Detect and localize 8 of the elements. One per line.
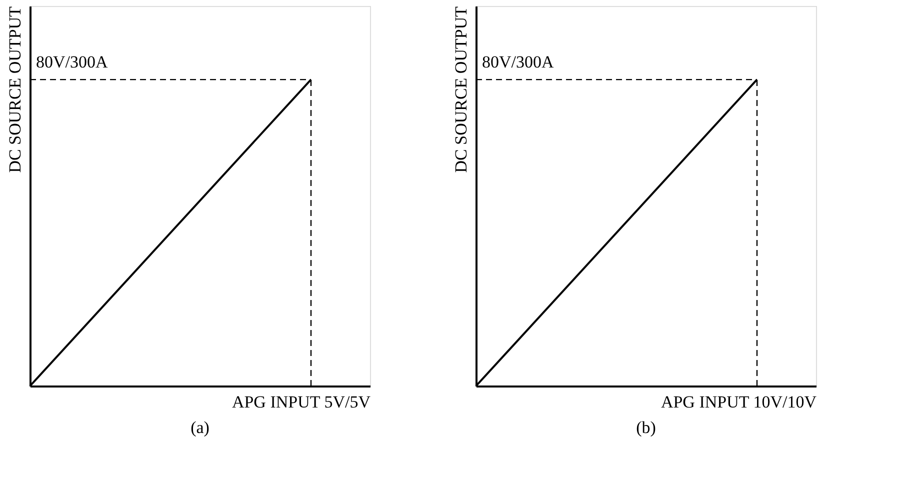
- text: 80V/300A: [482, 52, 554, 72]
- text: 80V/300A: [36, 52, 108, 72]
- text: (b): [636, 418, 656, 437]
- y-axis-title: DC SOURCE OUTPUT: [6, 6, 24, 173]
- x-axis-title: APG INPUT 10V/10V: [660, 392, 818, 412]
- y-axis-title: DC SOURCE OUTPUT: [452, 6, 470, 173]
- text: (a): [190, 418, 210, 437]
- x-axis-title: APG INPUT 5V/5V: [232, 392, 372, 412]
